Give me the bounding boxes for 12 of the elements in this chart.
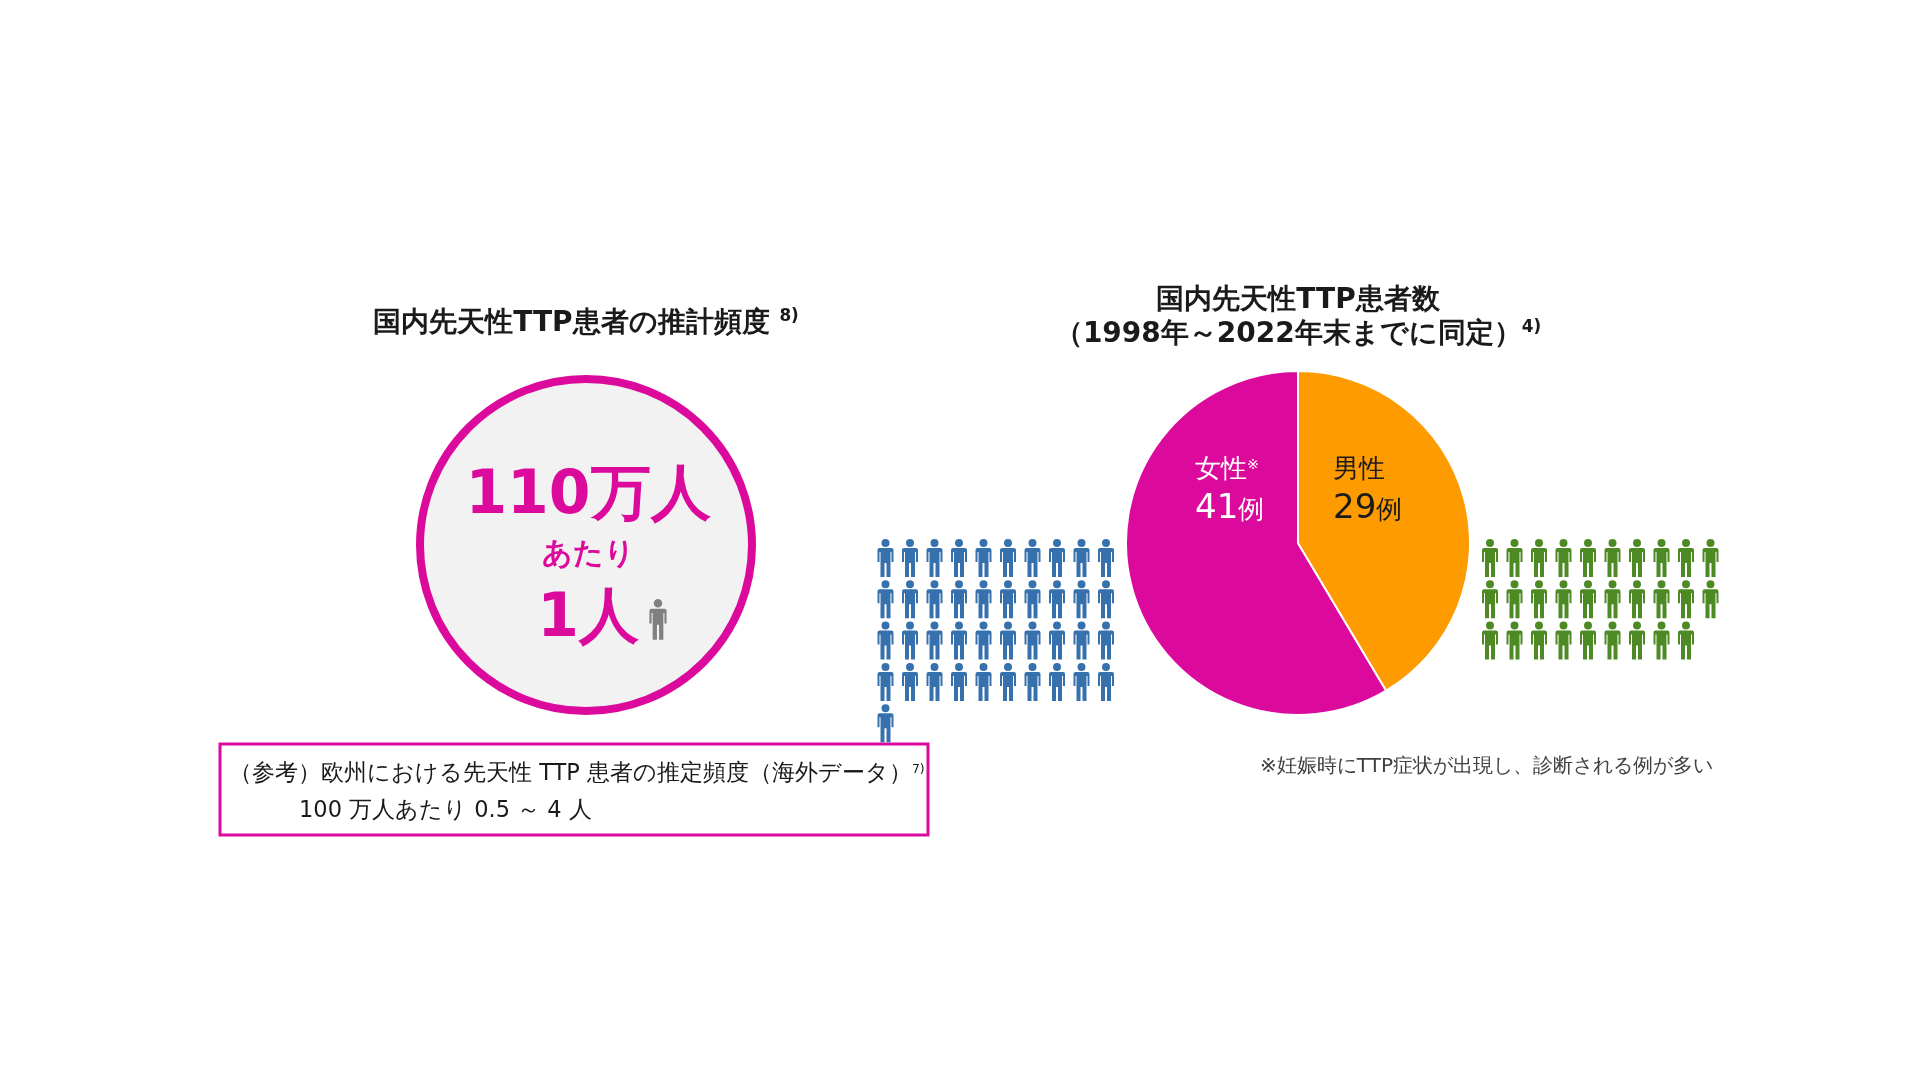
data-label: 29例: [1333, 486, 1403, 526]
chart-subtitle: （1998年～2022年末までに同定）$^{4)}$: [1054, 316, 1542, 349]
text: 1人: [537, 580, 639, 650]
text: ※妊娠時にTTP症状が出現し、診断される例が多い: [1260, 753, 1713, 777]
text: 110万人: [465, 457, 711, 527]
data-label: 41例: [1195, 486, 1265, 526]
slice-label: 女性$^{※}$: [1195, 453, 1259, 483]
chart-title: 国内先天性TTP患者数: [1156, 282, 1441, 315]
text: （参考）欧州における先天性 TTP 患者の推定頻度（海外データ）$^{7)}$ 100 万人あたり 0.5 ～ 4 人: [229, 759, 925, 822]
text: あたり: [541, 535, 635, 570]
text: 国内先天性TTP患者の推計頻度 $^{8)}$: [373, 305, 799, 338]
slice-label: 男性: [1333, 453, 1385, 483]
